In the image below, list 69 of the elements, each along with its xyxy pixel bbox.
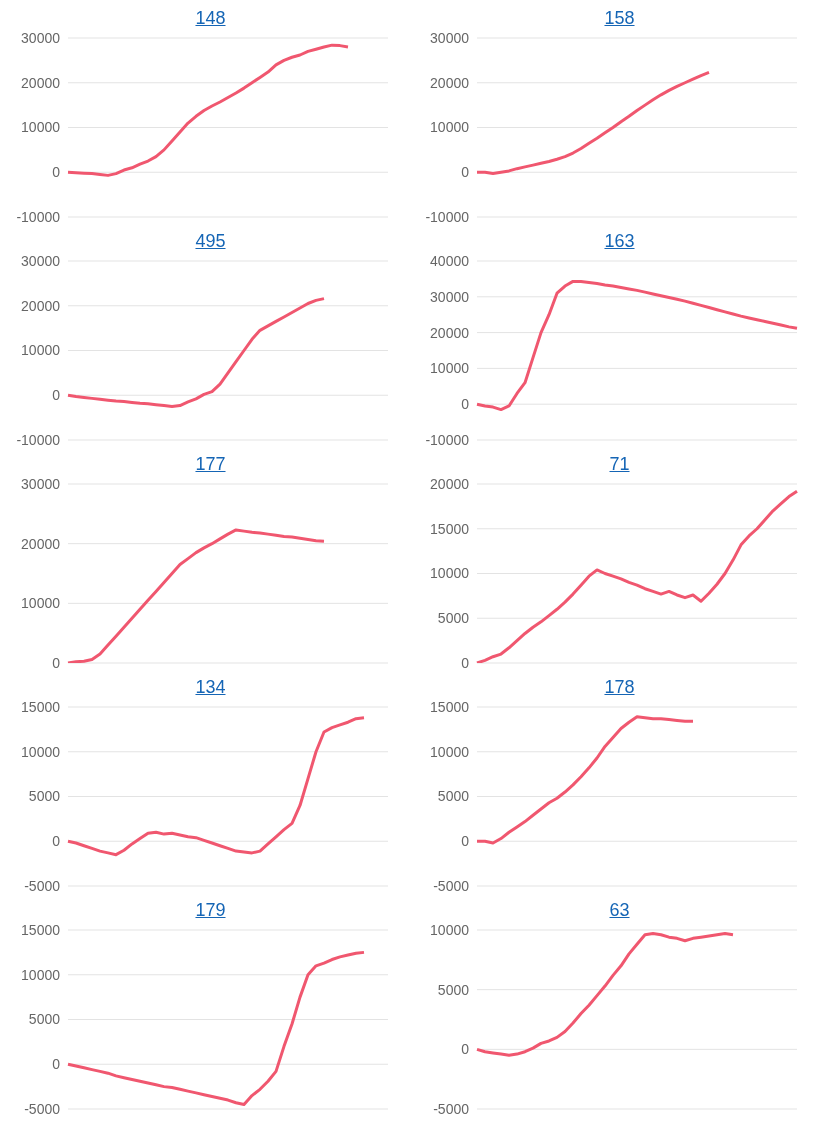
y-tick-label: 30000 (430, 29, 470, 46)
y-tick-label: 40000 (430, 252, 470, 269)
chart-title: 148 (194, 8, 227, 30)
y-tick-label: 0 (461, 1041, 470, 1058)
chart-title: 71 (608, 454, 631, 476)
y-tick-label: 10000 (21, 342, 61, 359)
y-tick-label: 10000 (430, 921, 470, 938)
y-tick-label: 10000 (430, 360, 470, 377)
line-series (66, 528, 326, 663)
y-tick-label: -5000 (24, 1100, 61, 1117)
y-tick-label: 15000 (430, 698, 470, 715)
line-series (475, 70, 711, 176)
y-tick-label: 10000 (430, 119, 470, 136)
y-tick-label: 5000 (437, 788, 470, 805)
line-series (66, 297, 326, 408)
chart-title: 178 (603, 677, 636, 699)
line-series (66, 950, 366, 1107)
y-tick-label: 30000 (21, 29, 61, 46)
y-tick-label: 0 (52, 387, 61, 404)
y-tick-label: -10000 (16, 431, 61, 448)
y-tick-label: 10000 (21, 595, 61, 612)
chart-title: 163 (603, 231, 636, 253)
y-tick-label: 0 (461, 396, 470, 413)
y-tick-label: 10000 (21, 966, 61, 983)
y-tick-label: 0 (52, 654, 61, 671)
y-tick-label: -10000 (425, 431, 470, 448)
y-tick-label: 15000 (21, 698, 61, 715)
y-tick-label: -5000 (433, 877, 470, 894)
chart-title: 134 (194, 677, 227, 699)
y-tick-label: -5000 (24, 877, 61, 894)
y-tick-label: 15000 (430, 520, 470, 537)
y-tick-label: 20000 (21, 535, 61, 552)
y-tick-label: 5000 (437, 981, 470, 998)
y-tick-label: 10000 (430, 743, 470, 760)
line-series (475, 279, 799, 412)
chart-title: 63 (608, 900, 631, 922)
y-tick-label: 5000 (437, 610, 470, 627)
y-tick-label: -10000 (425, 208, 470, 225)
y-tick-label: -5000 (433, 1100, 470, 1117)
y-tick-label: 5000 (28, 788, 61, 805)
y-tick-label: 0 (52, 833, 61, 850)
y-tick-label: 20000 (430, 324, 470, 341)
y-tick-label: 10000 (21, 743, 61, 760)
y-tick-label: 20000 (430, 74, 470, 91)
y-tick-label: 0 (461, 833, 470, 850)
line-series (475, 489, 799, 663)
y-tick-label: -10000 (16, 208, 61, 225)
chart-title: 177 (194, 454, 227, 476)
y-tick-label: 20000 (21, 297, 61, 314)
chart-title: 495 (194, 231, 227, 253)
line-series (475, 932, 735, 1057)
line-series (66, 716, 366, 857)
chart-title: 158 (603, 8, 636, 30)
y-tick-label: 20000 (21, 74, 61, 91)
line-series (475, 715, 695, 845)
y-tick-label: 0 (461, 654, 470, 671)
chart-title: 179 (194, 900, 227, 922)
y-tick-label: 30000 (21, 252, 61, 269)
y-tick-label: 0 (461, 164, 470, 181)
y-tick-label: 10000 (430, 565, 470, 582)
y-tick-label: 0 (52, 164, 61, 181)
y-tick-label: 0 (52, 1056, 61, 1073)
y-tick-label: 20000 (430, 475, 470, 492)
y-tick-label: 5000 (28, 1011, 61, 1028)
y-tick-label: 15000 (21, 921, 61, 938)
line-series (66, 43, 350, 177)
y-tick-label: 30000 (430, 288, 470, 305)
y-tick-label: 10000 (21, 119, 61, 136)
y-tick-label: 30000 (21, 475, 61, 492)
